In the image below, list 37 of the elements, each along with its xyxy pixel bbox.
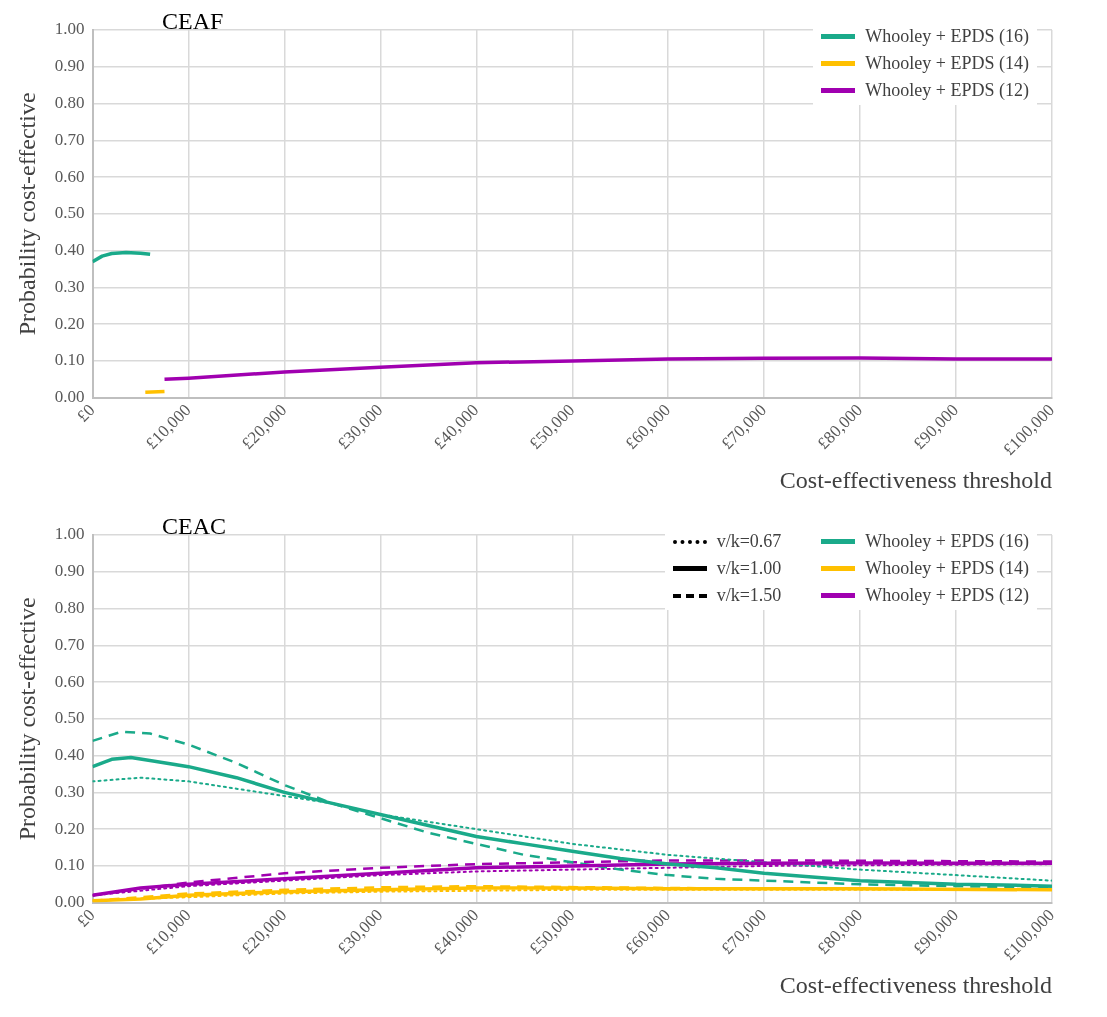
y-tick-label: 0.20 [54,818,85,838]
y-tick-label: 0.90 [54,56,85,76]
y-tick-label: 0.40 [54,745,85,765]
y-tick-label: 0.50 [54,708,85,728]
legend-label: v/k=0.67 [716,531,782,552]
legend-label: Whooley + EPDS (12) [865,585,1029,606]
y-tick-label: 0.10 [54,855,85,875]
y-tick-label: 0.00 [54,892,85,912]
chart-title: CEAF [162,8,224,35]
y-tick-label: 1.00 [54,19,85,39]
y-tick-label: 0.10 [54,350,85,370]
y-tick-label: 0.00 [54,387,85,407]
y-tick-label: 1.00 [54,524,85,544]
y-tick-label: 0.30 [54,276,85,296]
legend-label: v/k=1.50 [716,585,782,606]
y-tick-label: 0.50 [54,203,85,223]
y-axis-title: Probability cost-effective [13,597,40,841]
legend-label: Whooley + EPDS (16) [865,531,1029,552]
y-tick-label: 0.70 [54,634,85,654]
y-tick-label: 0.40 [54,240,85,260]
legend-label: Whooley + EPDS (14) [865,558,1029,579]
y-tick-label: 0.80 [54,93,85,113]
y-tick-label: 0.20 [54,313,85,333]
y-axis-title: Probability cost-effective [13,92,40,336]
y-tick-label: 0.60 [54,671,85,691]
x-axis-title: Cost-effectiveness threshold [779,971,1052,998]
legend-label: v/k=1.00 [716,558,782,579]
legend-label: Whooley + EPDS (16) [865,26,1029,47]
y-tick-label: 0.60 [54,166,85,186]
chart-title: CEAC [162,513,227,540]
legend-label: Whooley + EPDS (14) [865,53,1029,74]
y-tick-label: 0.30 [54,781,85,801]
legend-label: Whooley + EPDS (12) [865,80,1029,101]
x-axis-title: Cost-effectiveness threshold [779,466,1052,493]
y-tick-label: 0.90 [54,561,85,581]
y-tick-label: 0.70 [54,129,85,149]
y-tick-label: 0.80 [54,598,85,618]
